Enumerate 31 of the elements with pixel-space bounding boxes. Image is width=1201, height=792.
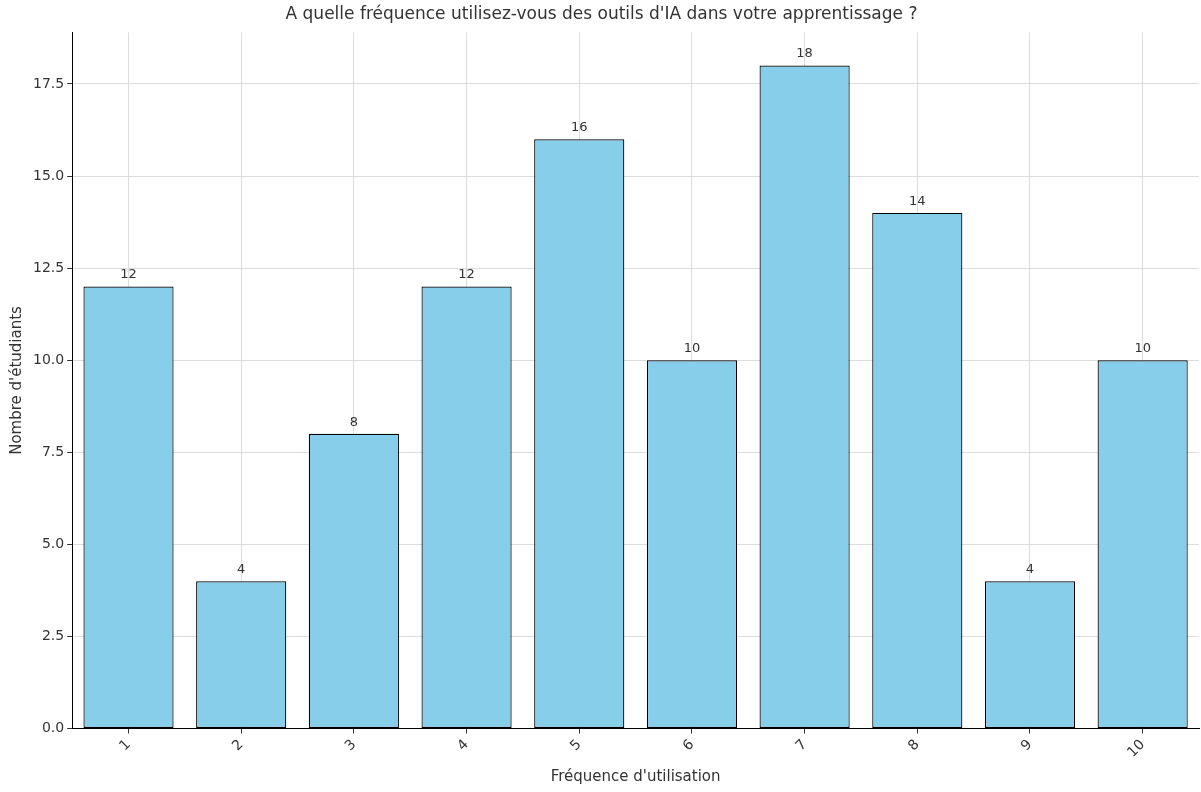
x-tick-label: 1 [115, 735, 134, 754]
chart-title: A quelle fréquence utilisez-vous des outils d'IA dans votre apprentissage ? [285, 2, 918, 23]
data-label: 10 [1134, 340, 1151, 356]
x-tick-label: 7 [791, 735, 810, 754]
data-label: 12 [120, 266, 137, 282]
y-tick-label: 0.0 [41, 719, 65, 736]
data-label: 10 [683, 340, 701, 356]
y-tick-label: 17.5 [33, 74, 65, 91]
y-tick-label: 15.0 [33, 166, 65, 183]
x-axis-title: Fréquence d'utilisation [550, 766, 721, 785]
data-label: 4 [237, 561, 246, 577]
x-tick-label: 10 [1123, 735, 1148, 760]
data-label: 12 [458, 266, 475, 282]
x-tick-label: 9 [1017, 735, 1035, 754]
data-label: 8 [349, 413, 359, 429]
data-label: 4 [1025, 561, 1035, 577]
x-tick-label: 8 [904, 735, 922, 754]
y-tick-label: 12.5 [33, 258, 65, 275]
x-tick-label: 6 [679, 735, 697, 754]
y-tick-label: 2.5 [41, 627, 65, 644]
x-tick-label: 2 [228, 735, 246, 754]
x-tick-label: 4 [453, 735, 472, 754]
x-tick-label: 5 [566, 735, 584, 754]
data-label: 18 [796, 45, 813, 61]
y-tick-label: 10.0 [33, 350, 65, 367]
y-tick-label: 5.0 [41, 535, 65, 551]
x-tick-label: 3 [340, 735, 359, 754]
data-label: 14 [909, 192, 926, 208]
y-axis-title: Nombre d'étudiants [6, 305, 25, 455]
y-tick-label: 7.5 [41, 442, 65, 459]
data-label: 16 [570, 119, 588, 135]
